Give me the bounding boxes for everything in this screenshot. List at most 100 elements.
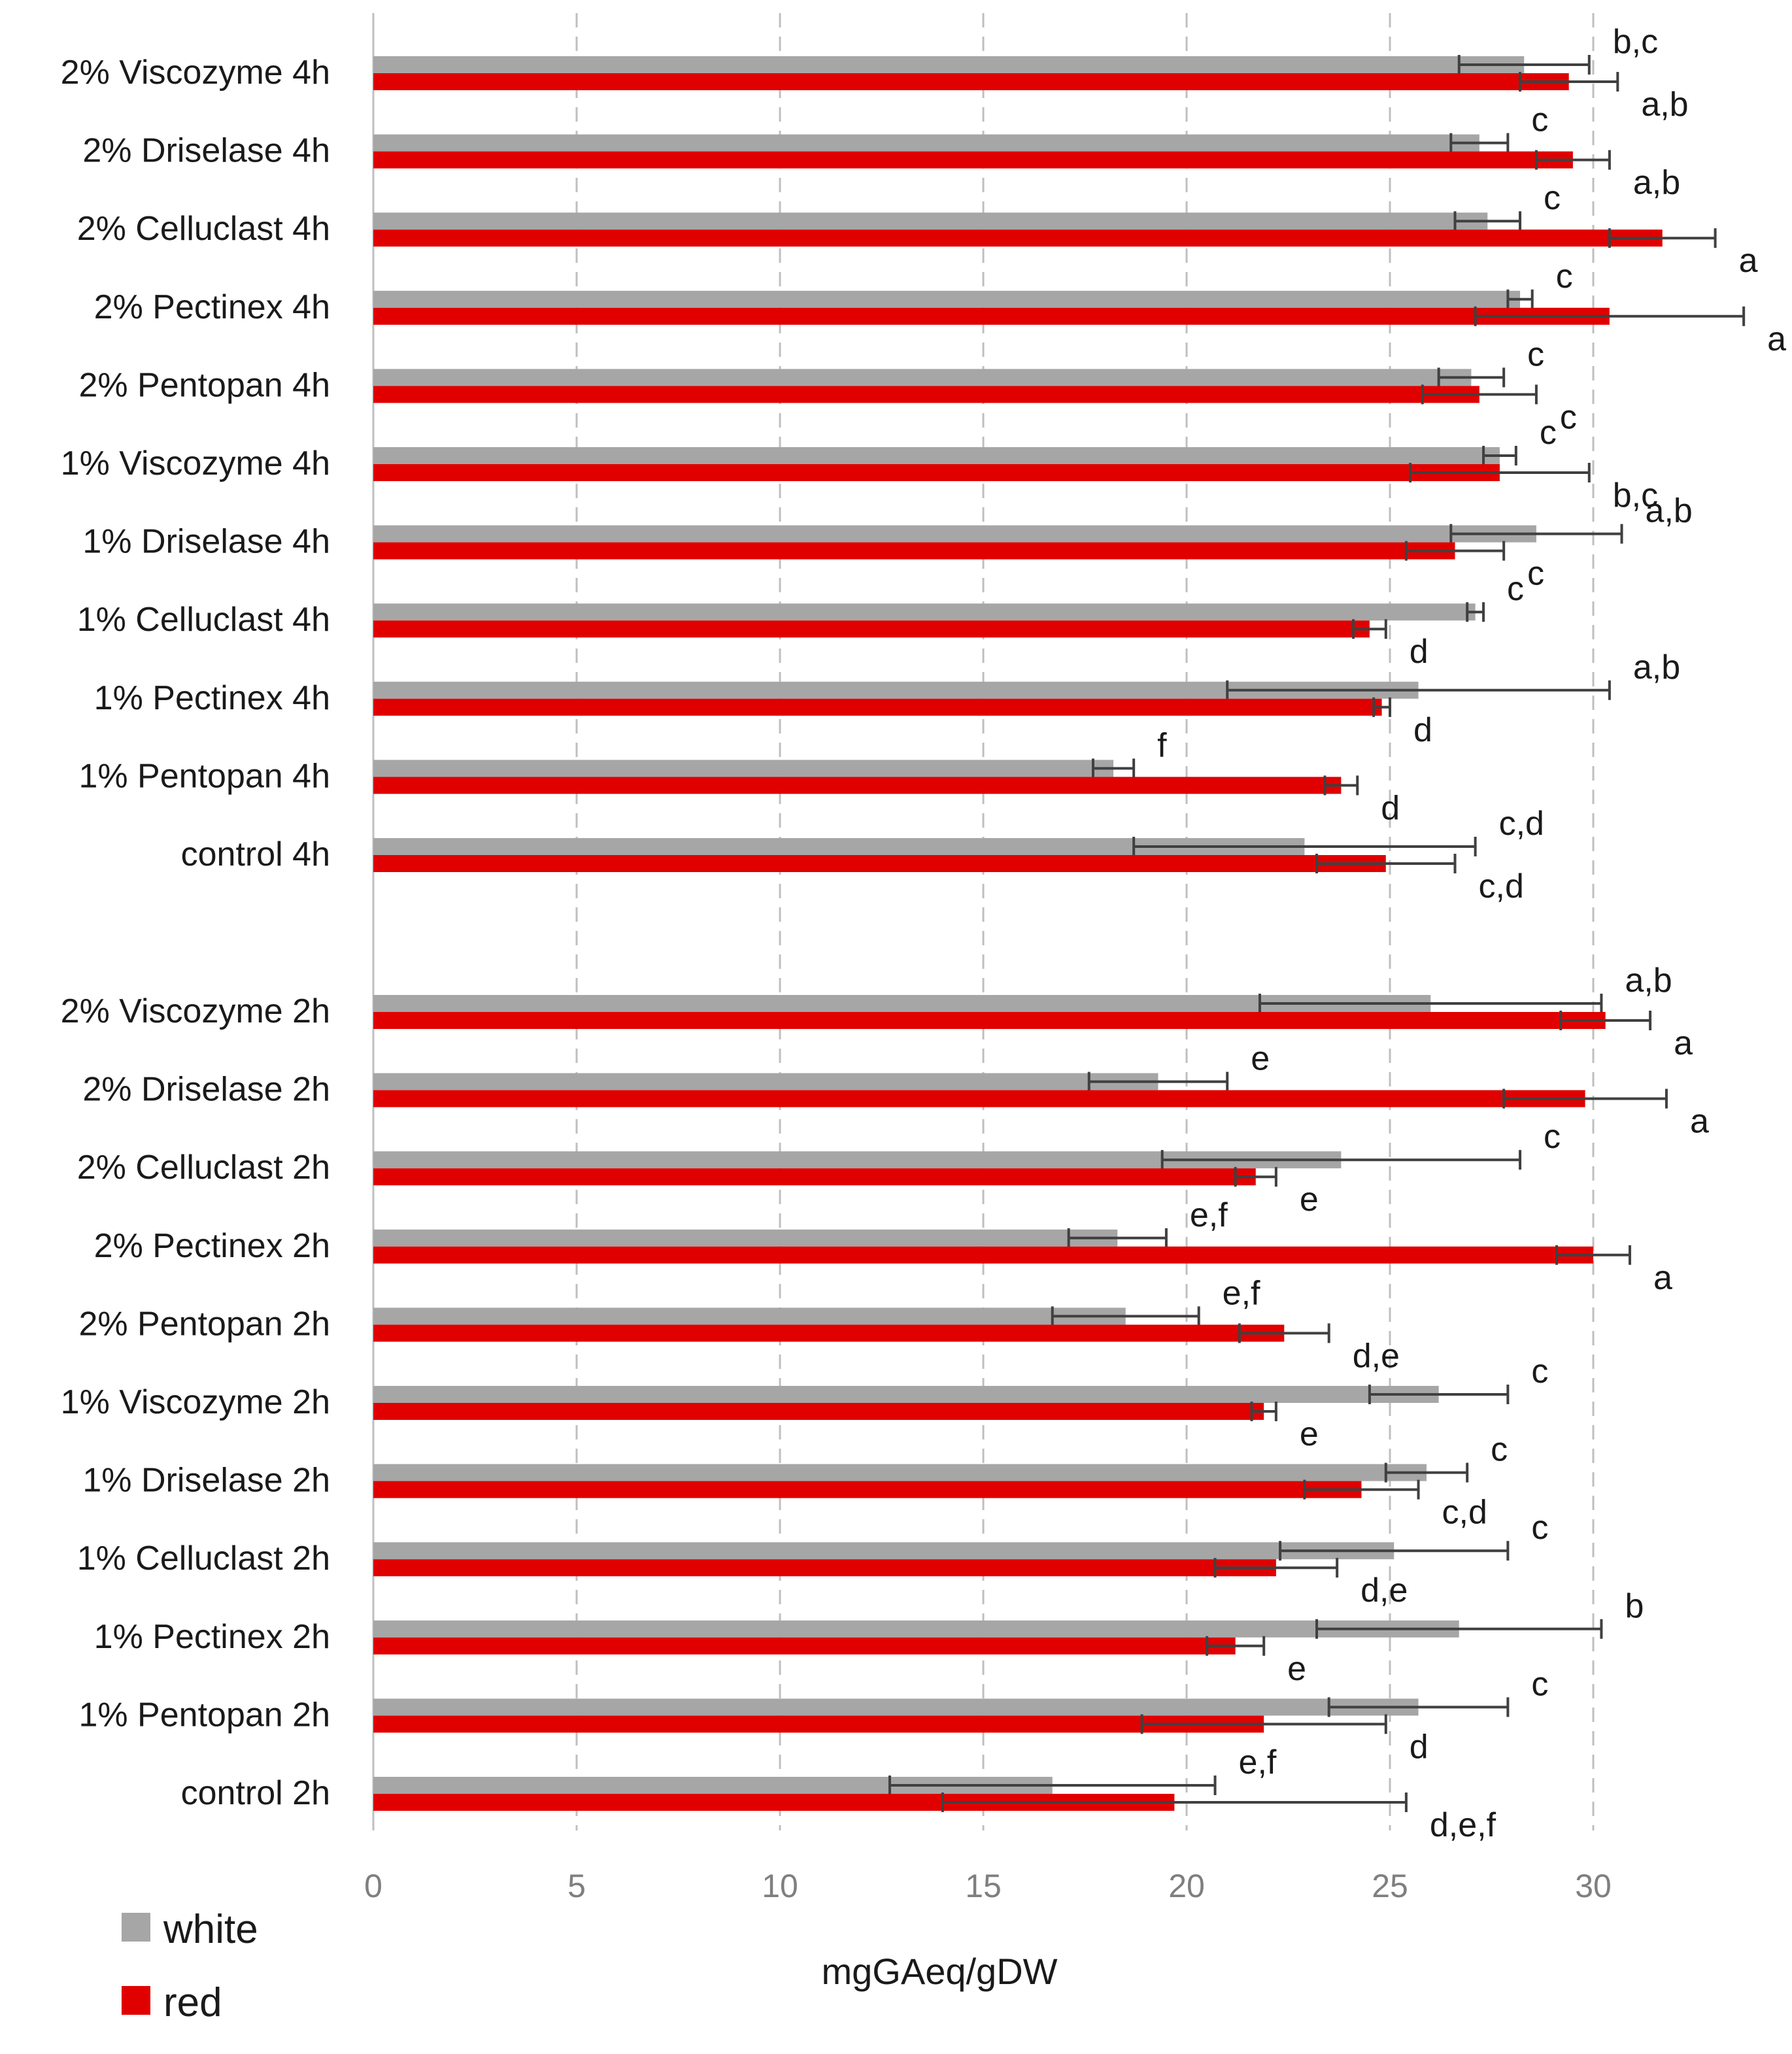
significance-label-white: b,c [1613, 23, 1658, 61]
bar-red [373, 855, 1386, 872]
significance-label-red: c,d [1442, 1494, 1487, 1532]
bar-red [373, 73, 1569, 90]
bar-white [373, 995, 1431, 1012]
x-tick-label-25: 25 [1372, 1868, 1408, 1904]
significance-label-white: a,b [1625, 962, 1672, 1000]
bar-white [373, 1464, 1427, 1481]
category-label: control 2h [181, 1774, 330, 1812]
bar-red [373, 1090, 1585, 1107]
category-label: 1% Viscozyme 4h [61, 445, 330, 482]
significance-label-red: e [1300, 1181, 1319, 1219]
category-label: 1% Driselase 2h [82, 1462, 330, 1500]
significance-label-white: c,d [1499, 805, 1544, 843]
bar-white [373, 212, 1488, 230]
bar-white [373, 525, 1536, 543]
significance-label-white: c [1507, 570, 1524, 608]
significance-label-red: a [1767, 320, 1786, 358]
bar-red [373, 1637, 1236, 1655]
bar-white [373, 760, 1114, 777]
significance-label-white: c [1527, 335, 1544, 373]
significance-label-white: a,b [1646, 492, 1693, 530]
bar-white [373, 1620, 1459, 1638]
significance-label-white: e,f [1190, 1196, 1228, 1234]
significance-label-red: e [1300, 1415, 1319, 1453]
x-tick-label-10: 10 [762, 1868, 798, 1904]
significance-label-white: e [1251, 1040, 1270, 1078]
bar-red [373, 698, 1382, 716]
significance-label-white: e,f [1223, 1274, 1260, 1312]
significance-label-red: d [1381, 789, 1400, 827]
bar-red [373, 1324, 1285, 1342]
significance-label-red: a,b [1641, 86, 1688, 124]
bar-white [373, 56, 1525, 73]
bar-white [373, 134, 1479, 152]
legend-swatch-white [122, 1913, 150, 1942]
bar-white [373, 290, 1521, 308]
category-label: 1% Pentopan 2h [78, 1696, 330, 1734]
category-label: 1% Pectinex 2h [94, 1618, 330, 1656]
bar-red [373, 1403, 1264, 1420]
bar-red [373, 307, 1610, 325]
x-tick-label-30: 30 [1575, 1868, 1612, 1904]
significance-label-red: d [1410, 1728, 1429, 1766]
significance-label-red: a [1739, 242, 1758, 280]
category-label: 1% Celluclast 4h [77, 601, 330, 639]
category-label: 2% Viscozyme 2h [61, 992, 330, 1030]
significance-label-red: d [1410, 633, 1429, 671]
bar-white [373, 1073, 1158, 1090]
significance-label-white: e,f [1239, 1743, 1277, 1781]
bar-white [373, 1386, 1439, 1403]
significance-label-white: c [1531, 101, 1548, 139]
bar-white [373, 1229, 1118, 1247]
legend-swatch-red [122, 1986, 150, 2015]
significance-label-red: c [1527, 555, 1544, 593]
significance-label-red: c [1560, 398, 1577, 436]
significance-label-white: c [1531, 1353, 1548, 1390]
bar-red [373, 1012, 1606, 1029]
x-tick-label-15: 15 [965, 1868, 1002, 1904]
significance-label-white: b [1625, 1587, 1644, 1625]
significance-label-white: c [1491, 1431, 1508, 1469]
significance-label-red: e [1287, 1650, 1306, 1688]
category-label: 2% Pentopan 2h [78, 1305, 330, 1343]
category-label: 2% Driselase 4h [82, 132, 330, 170]
bar-white [373, 1542, 1395, 1560]
category-label: 2% Pentopan 4h [78, 366, 330, 404]
bar-red [373, 1715, 1264, 1733]
significance-label-white: c [1544, 179, 1561, 217]
bar-red [373, 542, 1455, 560]
significance-label-white: c [1531, 1665, 1548, 1703]
legend-label-red: red [163, 1980, 222, 2025]
significance-label-white: a,b [1633, 648, 1680, 686]
significance-label-white: c [1540, 414, 1557, 452]
bar-red [373, 229, 1663, 247]
significance-label-white: c [1556, 258, 1573, 295]
category-label: 2% Viscozyme 4h [61, 54, 330, 92]
bar-red [373, 1481, 1362, 1498]
bar-red [373, 1246, 1593, 1264]
significance-label-red: a [1674, 1024, 1693, 1062]
category-label: 2% Pectinex 4h [94, 288, 330, 326]
bar-red [373, 464, 1500, 481]
x-tick-label-0: 0 [364, 1868, 382, 1904]
significance-label-red: a,b [1633, 164, 1680, 202]
legend-label-white: white [163, 1907, 258, 1952]
significance-label-red: d [1413, 711, 1432, 749]
significance-label-white: c [1531, 1509, 1548, 1547]
x-axis-title: mgGAeq/gDW [822, 1951, 1058, 1992]
category-label: 2% Celluclast 2h [77, 1149, 330, 1187]
category-label: 1% Driselase 4h [82, 523, 330, 561]
significance-label-white: f [1157, 726, 1167, 764]
bar-white [373, 1307, 1126, 1325]
significance-label-red: d,e,f [1430, 1806, 1496, 1844]
category-label: 1% Viscozyme 2h [61, 1383, 330, 1421]
significance-label-red: b,c [1613, 477, 1658, 514]
bar-white [373, 1698, 1419, 1716]
bar-red [373, 151, 1573, 169]
bar-red [373, 777, 1342, 794]
bar-red [373, 386, 1479, 403]
bar-white [373, 369, 1472, 386]
category-label: 2% Celluclast 4h [77, 210, 330, 248]
